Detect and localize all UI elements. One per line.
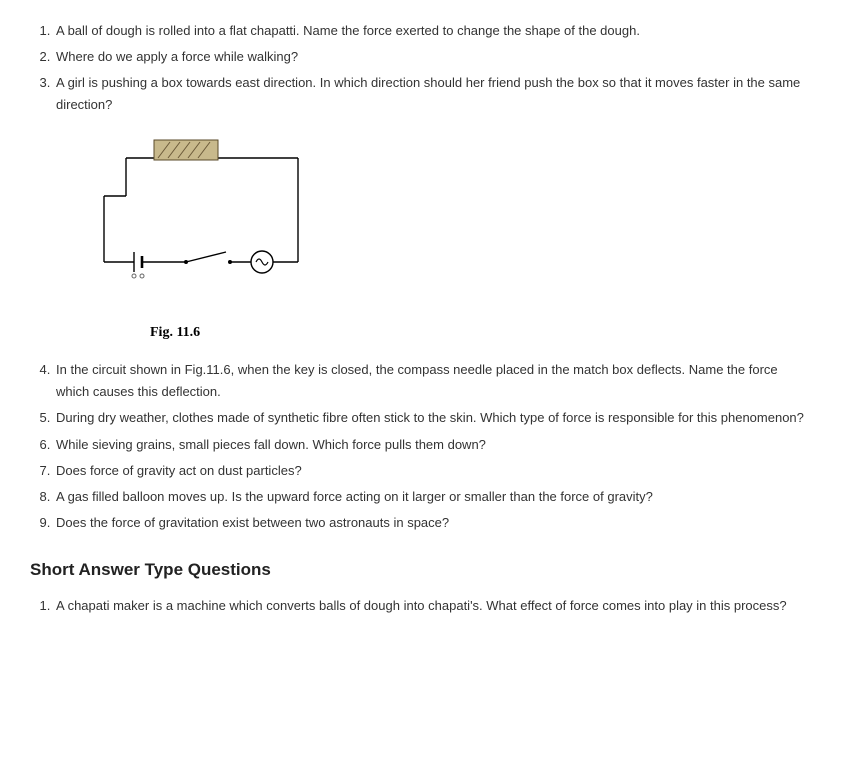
circuit-figure: Fig. 11.6	[90, 134, 813, 345]
question-item: A gas filled balloon moves up. Is the up…	[54, 486, 813, 508]
question-item: A girl is pushing a box towards east dir…	[54, 72, 813, 116]
question-item: Where do we apply a force while walking?	[54, 46, 813, 68]
question-item: A ball of dough is rolled into a flat ch…	[54, 20, 813, 42]
question-item: Does the force of gravitation exist betw…	[54, 512, 813, 534]
question-item: While sieving grains, small pieces fall …	[54, 434, 813, 456]
circuit-diagram	[90, 134, 310, 304]
question-list-short: A chapati maker is a machine which conve…	[30, 595, 813, 617]
question-item: Does force of gravity act on dust partic…	[54, 460, 813, 482]
question-list-top: A ball of dough is rolled into a flat ch…	[30, 20, 813, 116]
question-list-mid: In the circuit shown in Fig.11.6, when t…	[30, 359, 813, 534]
question-item: In the circuit shown in Fig.11.6, when t…	[54, 359, 813, 403]
question-text: In the circuit shown in Fig.11.6, when t…	[56, 359, 813, 403]
figure-caption: Fig. 11.6	[150, 321, 813, 345]
question-item: During dry weather, clothes made of synt…	[54, 407, 813, 429]
section-heading: Short Answer Type Questions	[30, 556, 813, 585]
question-item: A chapati maker is a machine which conve…	[54, 595, 813, 617]
